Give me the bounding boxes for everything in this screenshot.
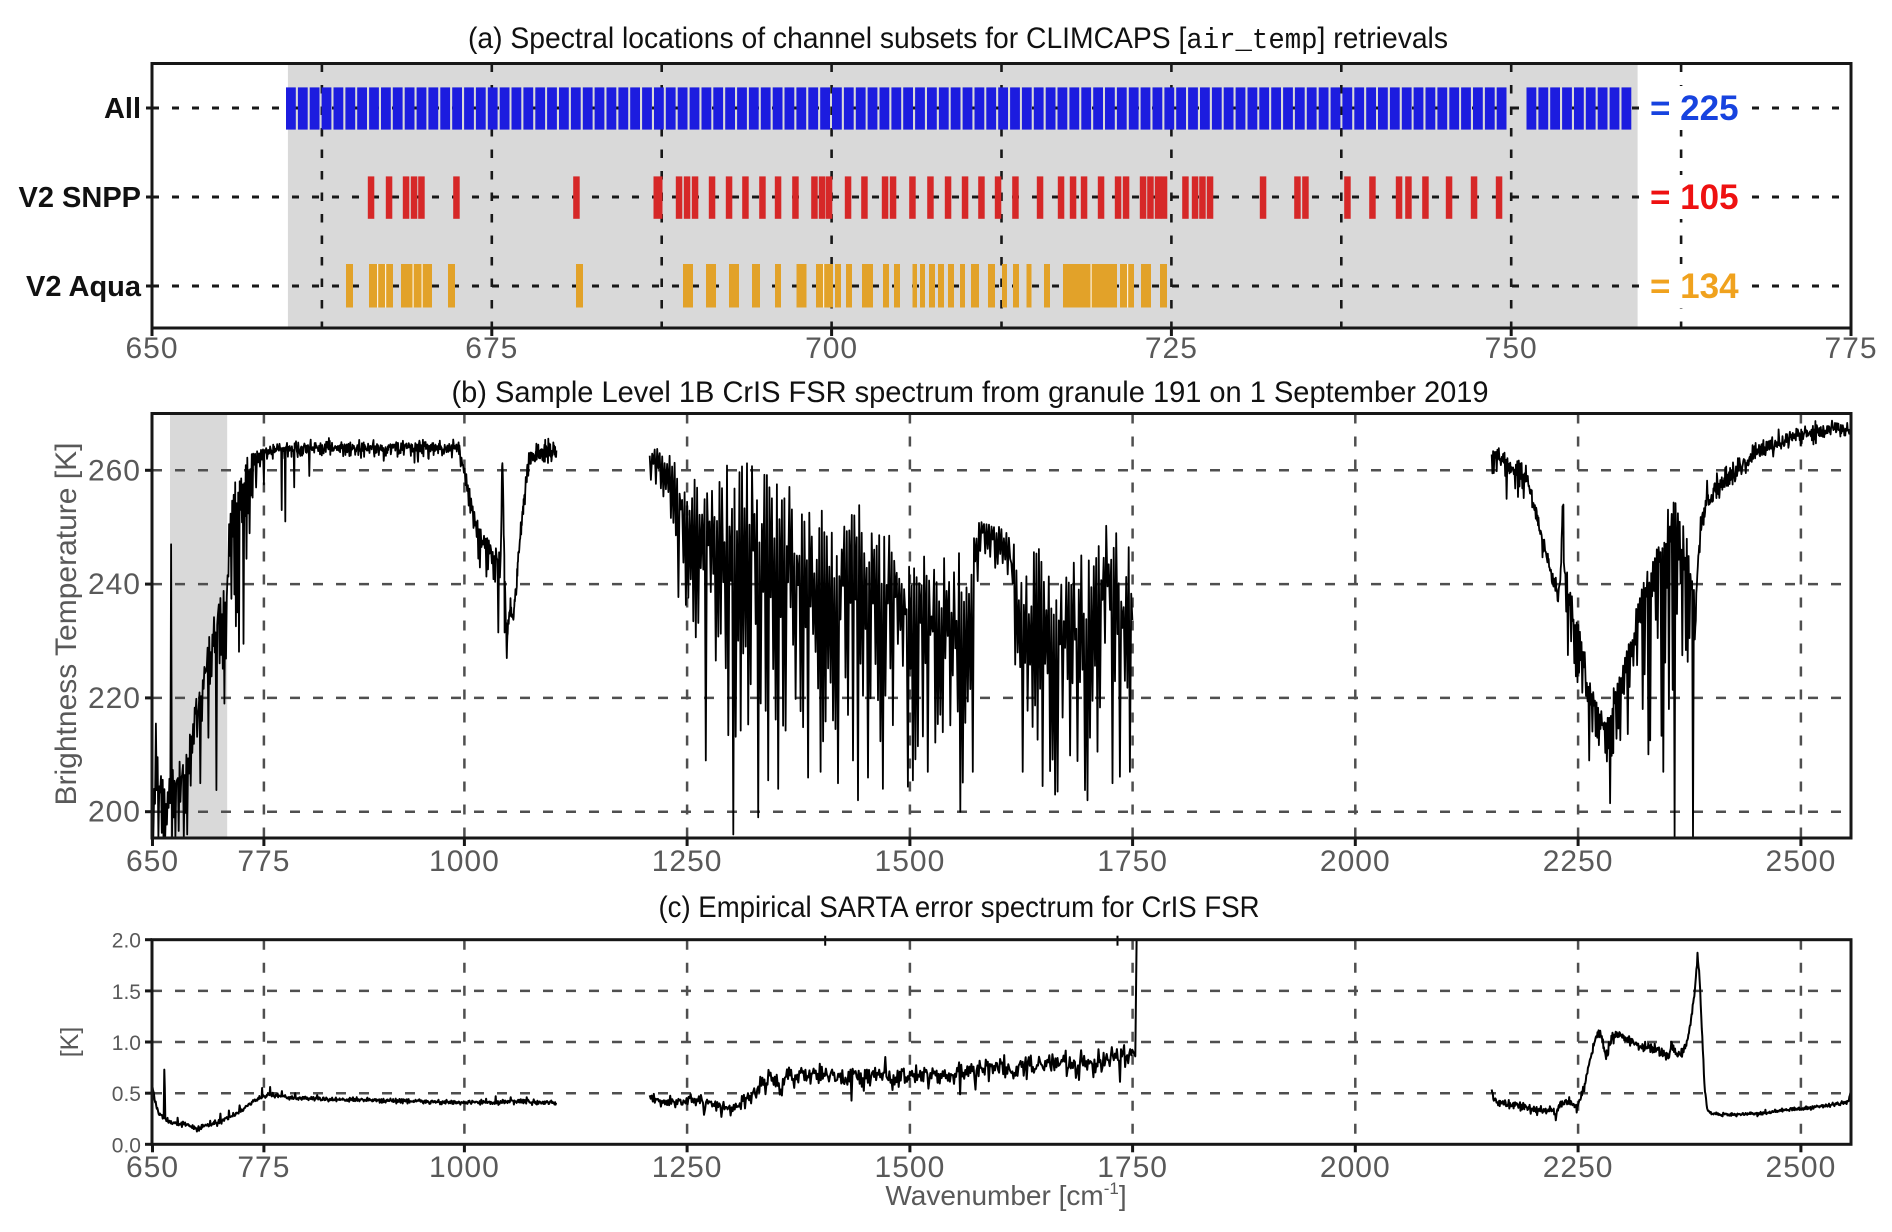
svg-text:2000: 2000 <box>1320 845 1391 878</box>
svg-text:700: 700 <box>805 332 858 365</box>
svg-text:1000: 1000 <box>429 1151 500 1184</box>
svg-text:[K]: [K] <box>56 1027 84 1058</box>
svg-text:675: 675 <box>465 332 518 365</box>
svg-text:(c) Empirical SARTA error spec: (c) Empirical SARTA error spectrum for C… <box>659 891 1260 924</box>
svg-text:0.0: 0.0 <box>112 1134 141 1157</box>
svg-text:= 225: = 225 <box>1650 89 1739 128</box>
svg-text:(b) Sample Level 1B CrIS FSR s: (b) Sample Level 1B CrIS FSR spectrum fr… <box>452 376 1489 409</box>
svg-text:1750: 1750 <box>1097 845 1168 878</box>
svg-text:650: 650 <box>126 845 179 878</box>
svg-text:2500: 2500 <box>1766 845 1837 878</box>
svg-text:260: 260 <box>88 454 141 487</box>
svg-text:V2 SNPP: V2 SNPP <box>19 182 142 214</box>
svg-text:1250: 1250 <box>652 845 723 878</box>
svg-text:775: 775 <box>237 845 290 878</box>
svg-text:All: All <box>104 93 141 125</box>
svg-text:240: 240 <box>88 568 141 601</box>
svg-text:775: 775 <box>1824 332 1877 365</box>
svg-text:1000: 1000 <box>429 845 500 878</box>
svg-text:2000: 2000 <box>1320 1151 1391 1184</box>
svg-text:220: 220 <box>88 682 141 715</box>
svg-text:2250: 2250 <box>1543 845 1614 878</box>
svg-text:650: 650 <box>126 1151 179 1184</box>
svg-text:V2 Aqua: V2 Aqua <box>26 271 142 303</box>
svg-text:1500: 1500 <box>875 1151 946 1184</box>
svg-text:0.5: 0.5 <box>112 1083 141 1106</box>
svg-text:= 134: = 134 <box>1650 267 1739 306</box>
svg-text:2.0: 2.0 <box>112 930 141 953</box>
svg-text:(a) Spectral locations of chan: (a) Spectral locations of channel subset… <box>468 22 1448 57</box>
svg-text:775: 775 <box>237 1151 290 1184</box>
svg-text:1.0: 1.0 <box>112 1032 141 1055</box>
svg-text:200: 200 <box>88 796 141 829</box>
svg-text:1250: 1250 <box>652 1151 723 1184</box>
svg-text:Brightness Temperature [K]: Brightness Temperature [K] <box>50 443 83 806</box>
svg-text:2250: 2250 <box>1543 1151 1614 1184</box>
svg-text:Wavenumber [cm-1]: Wavenumber [cm-1] <box>885 1179 1126 1211</box>
svg-text:750: 750 <box>1485 332 1538 365</box>
svg-text:650: 650 <box>125 332 178 365</box>
svg-text:1.5: 1.5 <box>112 981 141 1004</box>
svg-text:2500: 2500 <box>1766 1151 1837 1184</box>
svg-text:1500: 1500 <box>875 845 946 878</box>
svg-text:725: 725 <box>1145 332 1198 365</box>
svg-text:1750: 1750 <box>1097 1151 1168 1184</box>
svg-text:= 105: = 105 <box>1650 178 1739 217</box>
